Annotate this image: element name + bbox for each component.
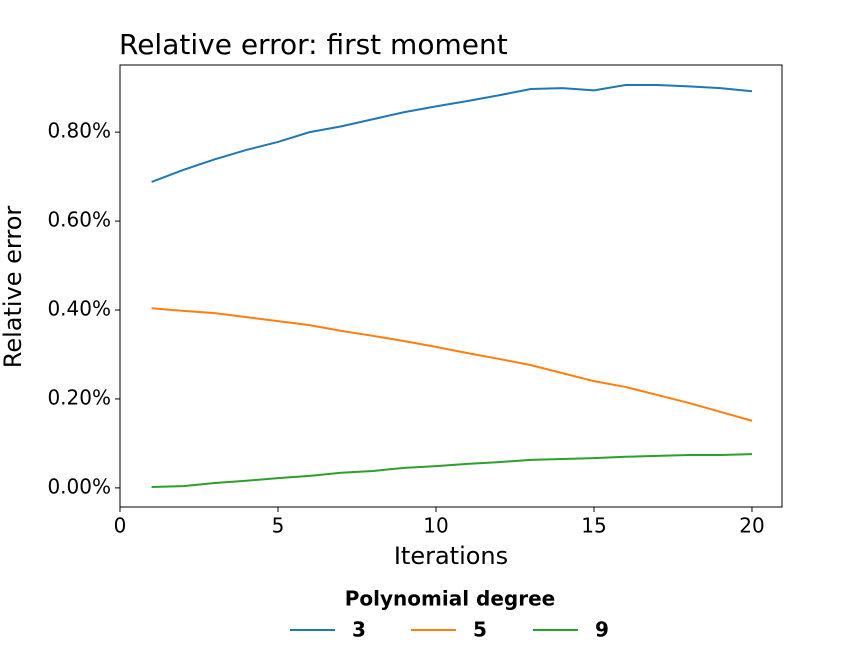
x-tick-label: 5 — [272, 514, 285, 538]
legend-label: 3 — [352, 618, 366, 642]
x-tick-label: 15 — [581, 514, 606, 538]
legend-label: 5 — [473, 618, 487, 642]
x-axis-label: Iterations — [394, 542, 508, 570]
y-tick-label: 0.80% — [47, 119, 111, 143]
data-line — [151, 453, 753, 488]
legend-title: Polynomial degree — [345, 587, 555, 611]
chart-title: Relative error: first moment — [119, 28, 508, 61]
y-tick-label: 0.00% — [47, 474, 111, 498]
legend-label: 9 — [595, 618, 609, 642]
y-tick-label: 0.60% — [47, 208, 111, 232]
x-tick-label: 20 — [739, 514, 764, 538]
y-tick-label: 0.40% — [47, 297, 111, 321]
y-tick-label: 0.20% — [47, 385, 111, 409]
data-line — [151, 84, 753, 183]
x-tick-label: 0 — [114, 514, 127, 538]
y-axis-label: Relative error — [0, 206, 27, 369]
data-line — [151, 307, 753, 422]
x-tick-label: 10 — [423, 514, 448, 538]
plot-frame — [119, 64, 783, 508]
